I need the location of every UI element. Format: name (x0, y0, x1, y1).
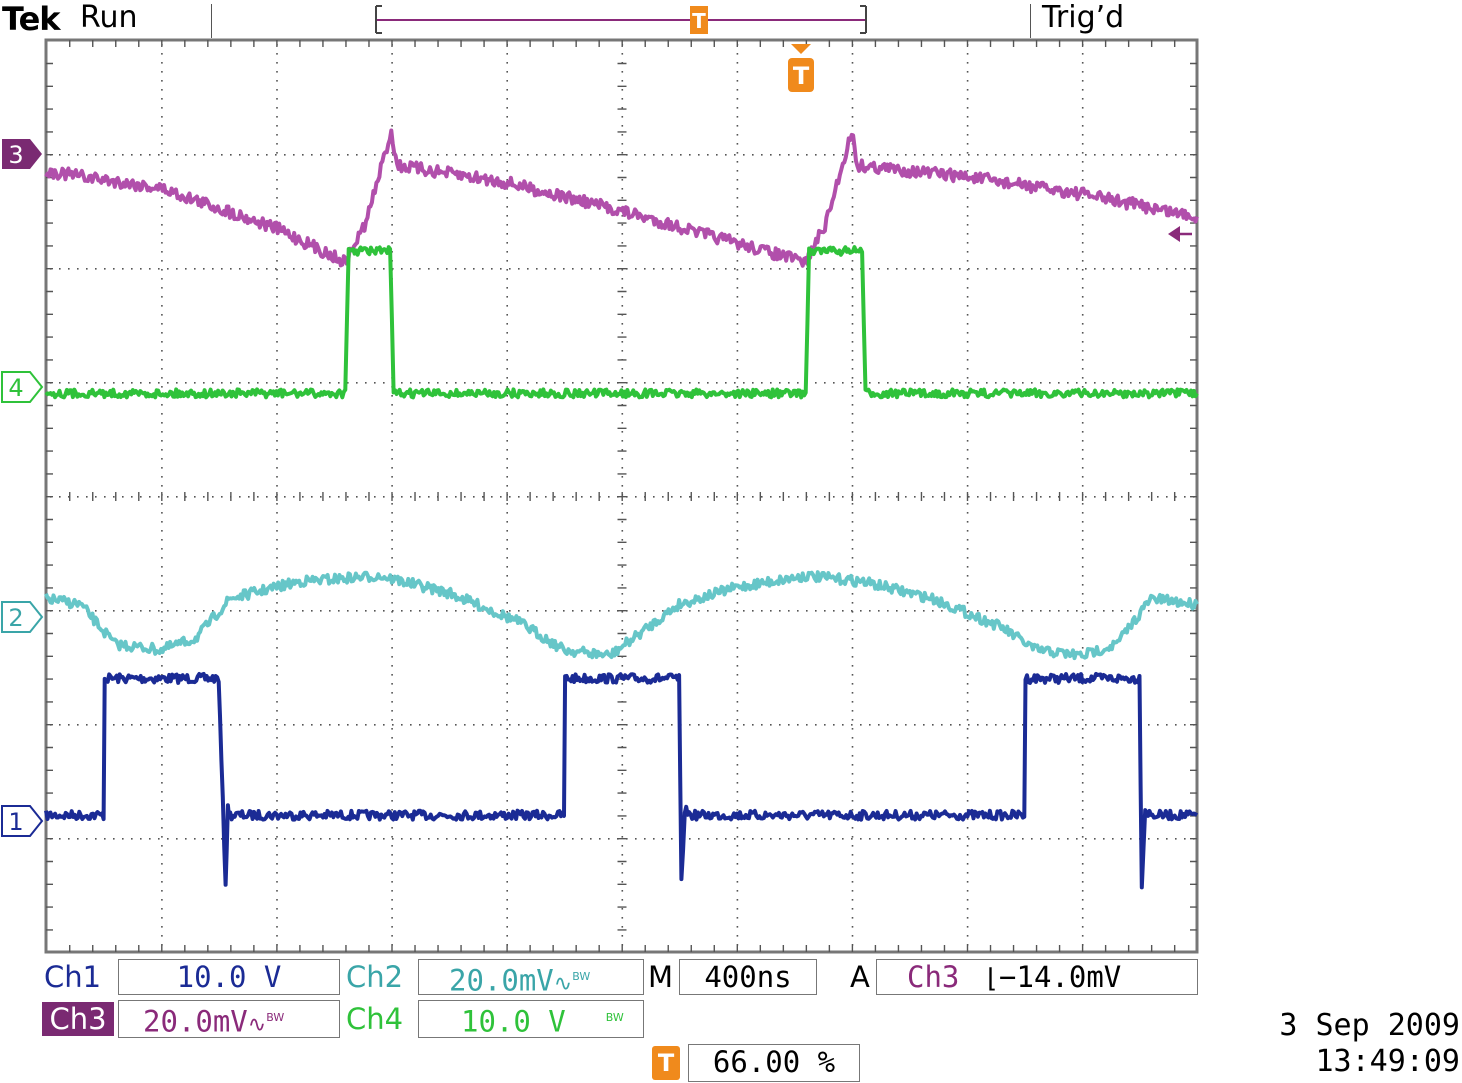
ch2-waveform (44, 570, 1199, 661)
svg-text:3: 3 (8, 141, 23, 169)
timebase-readout: 400ns (679, 959, 817, 995)
ch2-label: Ch2 (346, 960, 404, 994)
trigger-mode: A (850, 960, 870, 994)
ch4-scale-readout: 10.0 V BW (418, 1000, 644, 1039)
ch2-scale-readout: 20.0mV∿BW (418, 959, 644, 998)
trigger-position-marker: T (793, 62, 810, 90)
ch1-scale-readout: 10.0 V (118, 959, 340, 995)
record-bar: T (375, 5, 867, 34)
ch3-scale-readout: 20.0mV∿BW (118, 1000, 340, 1039)
brand-logo: Tek (2, 0, 61, 38)
svg-text:1: 1 (8, 808, 23, 836)
header-divider (1030, 4, 1031, 38)
ch3-label: Ch3 (42, 1002, 114, 1036)
trigger-position-readout: 66.00 % (688, 1044, 860, 1082)
trigger-position-icon: T (652, 1046, 680, 1080)
svg-text:4: 4 (8, 374, 23, 402)
channel-marker-1: 1 (1, 805, 44, 837)
graticule-grid (46, 40, 1197, 952)
channel-marker-2: 2 (1, 601, 44, 633)
timebase-label: M (648, 960, 674, 994)
ac-coupling-icon: ∿ (247, 1012, 267, 1038)
waveform-traces (44, 128, 1199, 890)
run-state: Run (80, 0, 138, 35)
trigger-time-marker: T (788, 44, 814, 92)
bw-limit-icon: BW (266, 1011, 285, 1024)
time: 13:49:09 (1315, 1044, 1461, 1079)
ch1-waveform (44, 671, 1199, 890)
ac-coupling-icon: ∿ (553, 971, 573, 997)
falling-edge-icon: ⌊ (983, 964, 1000, 994)
ch3-waveform (44, 128, 1199, 268)
record-trigger-marker: T (692, 9, 706, 33)
trigger-position-icon (788, 58, 814, 92)
bw-limit-icon: BW (572, 970, 591, 983)
ch4-label: Ch4 (346, 1002, 404, 1036)
grid-dots (46, 40, 1197, 952)
ch1-label: Ch1 (44, 960, 102, 994)
ch4-waveform (44, 245, 1199, 400)
record-trigger-icon (690, 6, 708, 34)
bw-limit-icon: BW (605, 1011, 624, 1024)
header-divider (211, 4, 212, 38)
channel-marker-4: 4 (1, 371, 44, 403)
trigger-status: Trig’d (1042, 0, 1125, 35)
trigger-readout: Ch3 ⌊−14.0mV (876, 959, 1198, 995)
trigger-level-icon (1168, 226, 1192, 242)
timestamp: 3 Sep 2009 13:49:09 (1230, 1008, 1460, 1080)
svg-text:2: 2 (8, 604, 23, 632)
date: 3 Sep 2009 (1279, 1008, 1460, 1043)
channel-marker-3: 3 (2, 139, 42, 169)
